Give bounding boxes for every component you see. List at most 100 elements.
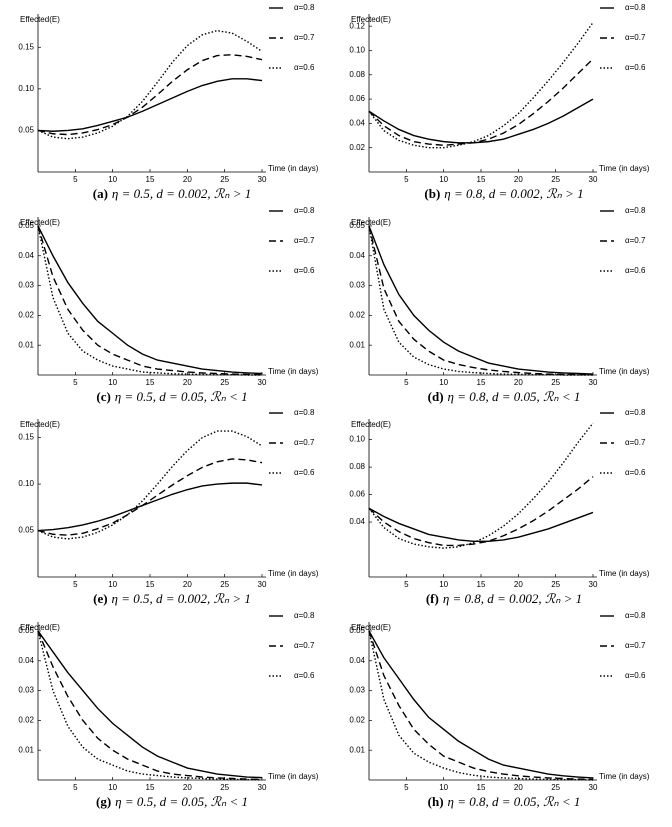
x-tick-label: 15 <box>477 580 486 589</box>
line-series <box>37 54 263 136</box>
caption-label: (a) <box>93 186 108 201</box>
y-axis-label: Effected(E) <box>20 15 60 24</box>
caption-label: (g) <box>96 794 111 809</box>
caption-label: (e) <box>93 591 107 606</box>
x-tick-label: 15 <box>477 378 486 387</box>
legend-label: α=0.7 <box>625 641 646 650</box>
line-series <box>368 22 594 149</box>
y-tick-label: 0.01 <box>18 745 34 754</box>
y-tick-label: 0.05 <box>18 126 34 135</box>
y-tick-label: 0.02 <box>18 310 34 319</box>
x-tick-label: 5 <box>404 783 409 792</box>
x-axis-label: Time (in days) <box>268 367 319 376</box>
line-series <box>368 507 594 542</box>
x-tick-label: 30 <box>589 783 598 792</box>
y-tick-label: 0.10 <box>18 84 34 93</box>
panel: Effected(E) Time (in days) 5 10 15 20 25 30 0.01… <box>18 206 318 404</box>
legend-label: α=0.8 <box>294 408 315 417</box>
y-tick-label: 0.04 <box>349 118 365 127</box>
y-axis-label: Effected(E) <box>351 623 391 632</box>
line-series <box>37 225 263 375</box>
legend-label: α=0.6 <box>625 63 646 72</box>
line-series <box>37 430 263 540</box>
x-tick-label: 20 <box>514 378 523 387</box>
x-tick-label: 20 <box>183 783 192 792</box>
legend-label: α=0.6 <box>625 468 646 477</box>
x-axis-label: Time (in days) <box>599 569 650 578</box>
caption: (f) η = 0.8, d = 0.002, ℛₙ > 1 <box>426 591 582 606</box>
caption-label: (c) <box>96 389 110 404</box>
x-tick-label: 30 <box>258 175 267 184</box>
x-tick-label: 5 <box>404 175 409 184</box>
x-tick-label: 5 <box>404 378 409 387</box>
panel: Effected(E) Time (in days) 5 10 15 20 25 30 0.01… <box>349 611 649 809</box>
caption: (c) η = 0.5, d = 0.05, ℛₙ < 1 <box>96 389 247 404</box>
y-tick-label: 0.04 <box>18 656 34 665</box>
x-axis-label: Time (in days) <box>268 164 319 173</box>
x-tick-label: 25 <box>220 378 229 387</box>
legend-label: α=0.6 <box>294 468 315 477</box>
x-tick-label: 5 <box>404 580 409 589</box>
legend-label: α=0.7 <box>625 33 646 42</box>
x-tick-label: 5 <box>73 580 78 589</box>
caption-label: (b) <box>424 186 440 201</box>
x-tick-label: 10 <box>439 378 448 387</box>
line-series <box>368 98 594 144</box>
legend-label: α=0.6 <box>625 671 646 680</box>
legend-label: α=0.8 <box>625 611 646 620</box>
x-tick-label: 10 <box>108 378 117 387</box>
legend-label: α=0.8 <box>625 3 646 12</box>
legend-label: α=0.7 <box>294 641 315 650</box>
legend-label: α=0.8 <box>294 206 315 215</box>
x-tick-label: 20 <box>514 175 523 184</box>
legend-label: α=0.8 <box>294 3 315 12</box>
caption: (g) η = 0.5, d = 0.05, ℛₙ < 1 <box>96 794 248 809</box>
y-tick-label: 0.03 <box>349 281 365 290</box>
legend-label: α=0.6 <box>294 266 315 275</box>
x-tick-label: 30 <box>258 378 267 387</box>
y-axis-label: Effected(E) <box>20 623 60 632</box>
y-tick-label: 0.05 <box>349 626 365 635</box>
y-tick-label: 0.01 <box>18 340 34 349</box>
x-axis-label: Time (in days) <box>599 164 650 173</box>
line-series <box>368 630 594 781</box>
x-tick-label: 10 <box>108 175 117 184</box>
y-tick-label: 0.03 <box>18 686 34 695</box>
x-axis-label: Time (in days) <box>599 367 650 376</box>
legend-label: α=0.6 <box>294 671 315 680</box>
y-tick-label: 0.04 <box>349 251 365 260</box>
caption-label: (h) <box>428 794 444 809</box>
line-series <box>368 476 594 547</box>
legend-label: α=0.7 <box>625 438 646 447</box>
x-axis-label: Time (in days) <box>599 772 650 781</box>
x-tick-label: 30 <box>589 580 598 589</box>
x-tick-label: 30 <box>589 175 598 184</box>
caption-text: η = 0.8, d = 0.05, ℛₙ < 1 <box>448 389 581 404</box>
caption-text: η = 0.5, d = 0.05, ℛₙ < 1 <box>115 794 248 809</box>
caption: (h) η = 0.8, d = 0.05, ℛₙ < 1 <box>428 794 581 809</box>
legend-label: α=0.6 <box>294 63 315 72</box>
caption: (b) η = 0.8, d = 0.002, ℛₙ > 1 <box>424 186 583 201</box>
caption: (a) η = 0.5, d = 0.002, ℛₙ > 1 <box>93 186 252 201</box>
y-axis-label: Effected(E) <box>351 15 391 24</box>
x-tick-label: 20 <box>183 175 192 184</box>
legend-label: α=0.7 <box>625 236 646 245</box>
caption: (d) η = 0.8, d = 0.05, ℛₙ < 1 <box>428 389 581 404</box>
x-tick-label: 10 <box>439 783 448 792</box>
x-tick-label: 25 <box>551 783 560 792</box>
y-tick-label: 0.02 <box>349 310 365 319</box>
panel: Effected(E) Time (in days) 5 10 15 20 25 30 0.05… <box>18 408 318 606</box>
y-tick-label: 0.02 <box>349 715 365 724</box>
caption: (e) η = 0.5, d = 0.002, ℛₙ > 1 <box>93 591 251 606</box>
y-tick-label: 0.10 <box>349 46 365 55</box>
x-tick-label: 25 <box>220 175 229 184</box>
legend-label: α=0.8 <box>625 408 646 417</box>
y-tick-label: 0.01 <box>349 340 365 349</box>
x-tick-label: 25 <box>551 580 560 589</box>
line-series <box>368 225 593 376</box>
x-tick-label: 20 <box>183 580 192 589</box>
line-series <box>368 422 594 549</box>
x-tick-label: 5 <box>73 378 78 387</box>
x-tick-label: 30 <box>258 783 267 792</box>
